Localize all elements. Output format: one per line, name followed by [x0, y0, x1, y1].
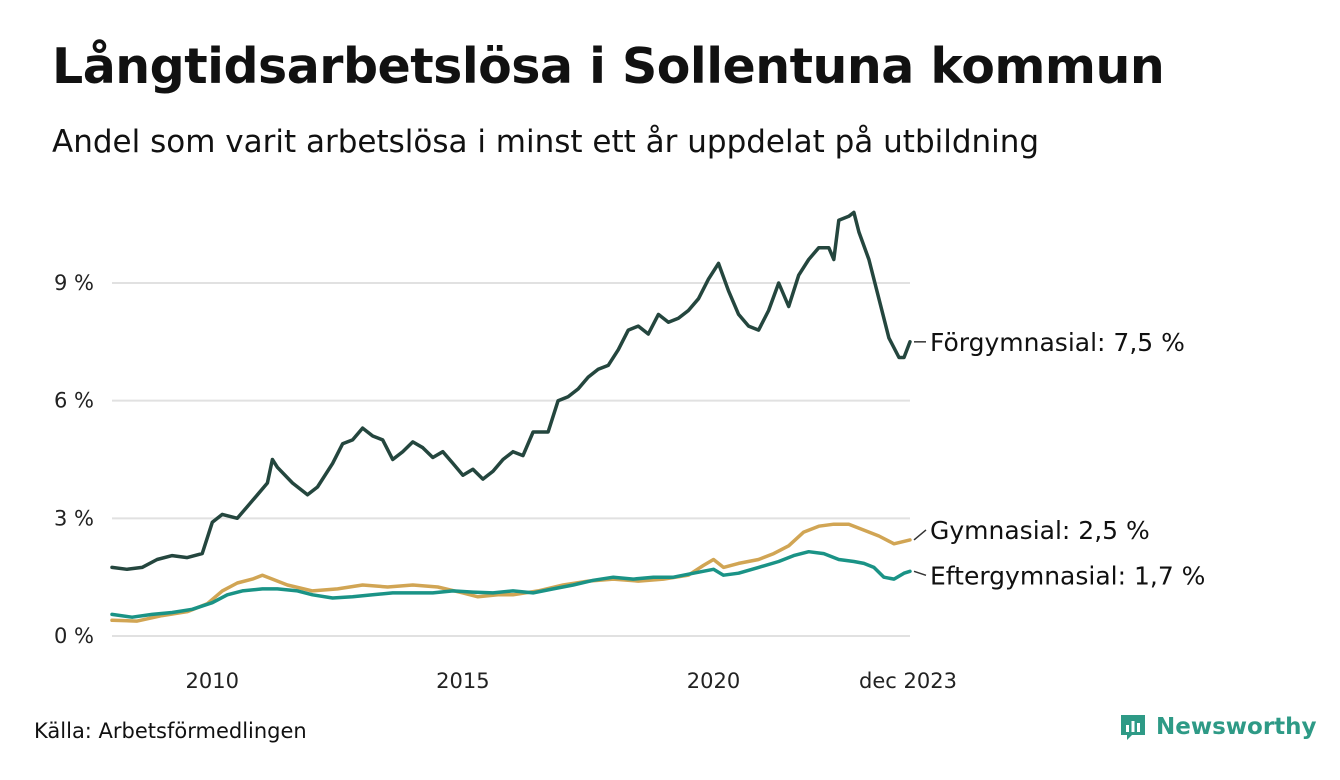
series-line-gymnasial [110, 522, 912, 623]
series-line-eftergymnasial [110, 549, 912, 619]
series-label-eftergymnasial: Eftergymnasial: 1,7 % [930, 561, 1205, 590]
brand-name: Newsworthy [1156, 714, 1317, 740]
series-labels: Förgymnasial: 7,5 % Gymnasial: 2,5 % Efter… [913, 328, 1205, 590]
x-tick-label: 2020 [687, 669, 740, 693]
newsworthy-logo-icon [1121, 715, 1145, 740]
brand-logo[interactable]: Newsworthy [1118, 712, 1317, 742]
x-axis: 2010 2015 2020 dec 2023 [186, 669, 957, 693]
series-line-förgymnasial [110, 210, 912, 572]
y-tick-label: 9 % [54, 271, 94, 295]
x-tick-label: 2010 [186, 669, 239, 693]
chart-title: Långtidsarbetslösa i Sollentuna kommun [52, 38, 1165, 95]
series-lines [110, 210, 912, 623]
line-chart: 0 % 3 % 6 % 9 % 2010 2015 2020 dec 2023 Förgym… [54, 210, 1205, 693]
y-axis: 0 % 3 % 6 % 9 % [54, 271, 94, 648]
gridlines [112, 282, 910, 637]
series-label-gymnasial: Gymnasial: 2,5 % [930, 516, 1150, 545]
series-label-förgymnasial: Förgymnasial: 7,5 % [930, 328, 1185, 357]
chart-subtitle: Andel som varit arbetslösa i minst ett å… [52, 124, 1040, 160]
y-tick-label: 0 % [54, 624, 94, 648]
y-tick-label: 3 % [54, 506, 94, 530]
y-tick-label: 6 % [54, 389, 94, 413]
source-note: Källa: Arbetsförmedlingen [34, 719, 307, 743]
series-label-leader [913, 529, 927, 541]
x-tick-label: 2015 [436, 669, 489, 693]
series-label-leader [913, 570, 927, 576]
x-tick-label: dec 2023 [859, 669, 957, 693]
